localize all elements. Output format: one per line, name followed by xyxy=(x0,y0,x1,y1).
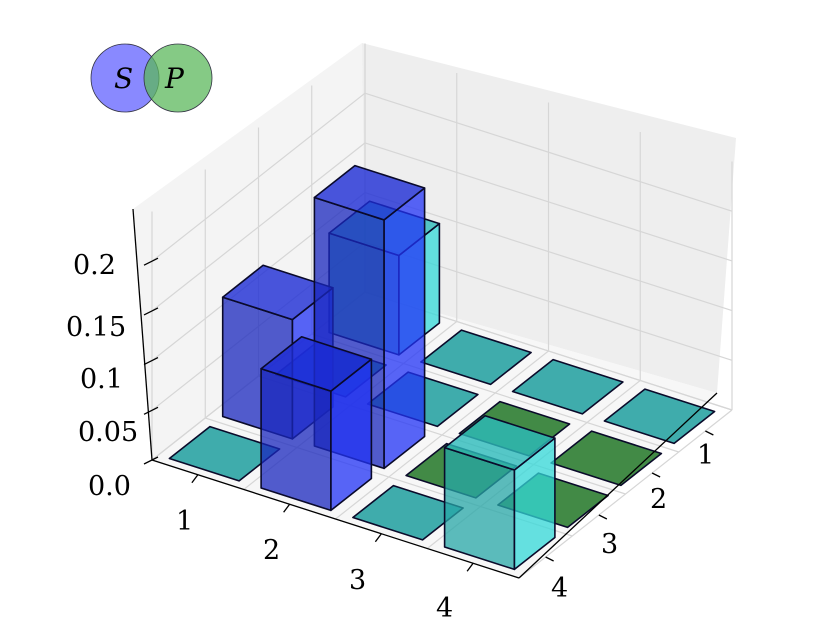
z-tick-mark xyxy=(143,257,159,266)
y-tick-label: 4 xyxy=(551,573,568,604)
z-tick-mark xyxy=(143,307,159,316)
y-tick-label: 1 xyxy=(697,440,714,471)
z-axis-line xyxy=(132,208,153,461)
bar-4-2 xyxy=(550,430,663,487)
venn-legend: S P xyxy=(90,43,213,113)
z-tick-mark xyxy=(143,357,159,366)
bar-2-4 xyxy=(260,335,373,512)
legend-label-p: P xyxy=(164,62,185,95)
y-tick-label: 2 xyxy=(650,484,667,515)
z-tick-label: 0.0 xyxy=(88,471,131,502)
x-tick-label: 4 xyxy=(436,593,453,624)
legend-circle-p xyxy=(143,43,213,113)
y-tick-mark xyxy=(705,430,714,436)
wall-grid-line xyxy=(364,192,733,312)
bar-top-face xyxy=(511,358,624,415)
x-tick-mark xyxy=(191,474,199,484)
bar-3-1 xyxy=(511,358,624,415)
bar-top-face xyxy=(420,329,532,386)
x-tick-mark xyxy=(283,503,291,513)
bar-front-face xyxy=(260,367,332,512)
y-axis-line xyxy=(518,392,718,579)
y-tick-mark xyxy=(651,472,661,478)
z-tick-mark xyxy=(143,456,159,465)
bar-4-4 xyxy=(443,414,556,571)
y-tick-label: 3 xyxy=(601,529,618,560)
bar-2-1 xyxy=(420,329,532,386)
y-tick-mark xyxy=(545,556,554,562)
bars xyxy=(168,164,716,571)
z-tick-label: 0.2 xyxy=(73,250,116,281)
wall-grid-line xyxy=(364,92,733,212)
bar-top-face xyxy=(313,164,426,221)
floor-grid-line xyxy=(518,409,733,579)
x-tick-label: 2 xyxy=(263,535,280,566)
bar-top-face xyxy=(443,414,556,471)
x-tick-mark xyxy=(374,533,382,543)
left-wall xyxy=(133,43,365,460)
bar-4-1 xyxy=(603,388,716,445)
bar-top-face xyxy=(260,335,373,392)
bar-top-face xyxy=(603,388,716,445)
z-tick-label: 0.05 xyxy=(78,417,138,448)
bar-top-face xyxy=(550,430,663,487)
x-tick-label: 3 xyxy=(349,565,366,596)
y-tick-mark xyxy=(598,514,608,520)
y-tick-labels: 1 2 3 4 xyxy=(551,440,714,604)
x-tick-label: 1 xyxy=(176,506,193,537)
z-tick-label: 0.1 xyxy=(80,364,123,395)
wall-grid-line xyxy=(151,92,366,262)
z-tick-label: 0.15 xyxy=(66,312,126,343)
z-tick-mark xyxy=(143,406,159,415)
x-tick-mark xyxy=(466,562,474,572)
legend-label-s: S xyxy=(114,62,133,95)
wall-grid-line xyxy=(364,142,733,262)
wall-grid-line xyxy=(151,142,366,312)
axes xyxy=(132,208,718,579)
bar-side-face xyxy=(383,187,426,470)
x-axis-line xyxy=(151,459,520,579)
x-tick-labels: 1 2 3 4 xyxy=(176,506,453,624)
z-tick-labels: 0.0 0.05 0.1 0.15 0.2 xyxy=(66,250,138,502)
